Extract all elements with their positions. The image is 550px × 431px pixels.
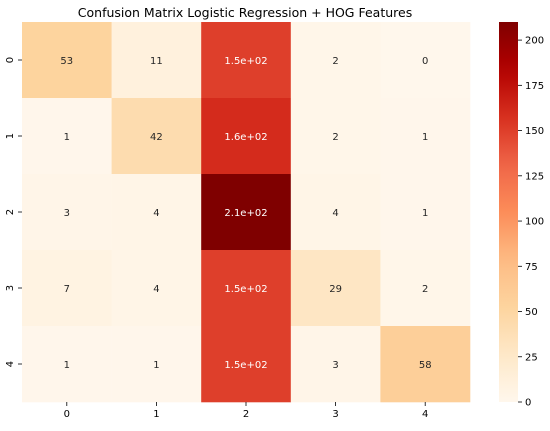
heatmap-cell: [111, 174, 202, 251]
heatmap-cell: [380, 22, 471, 99]
heatmap-cell: [380, 326, 471, 403]
cell-value-label: 1: [64, 360, 70, 371]
x-tick-label: 4: [422, 409, 428, 420]
heatmap-cell: [290, 98, 381, 175]
cell-value-label: 58: [419, 360, 432, 371]
chart-title: Confusion Matrix Logistic Regression + H…: [78, 5, 412, 20]
colorbar-tick-label: 75: [525, 262, 538, 273]
cell-value-label: 1: [64, 132, 70, 143]
colorbar-tick-label: 150: [525, 126, 544, 137]
heatmap-cell: [380, 174, 471, 251]
heatmap-cell: [380, 98, 471, 175]
heatmap-cell: [380, 250, 471, 327]
cell-value-label: 1.6e+02: [224, 132, 267, 143]
heatmap-cell: [111, 250, 202, 327]
y-tick-label: 0: [5, 57, 16, 63]
heatmap-cell: [22, 98, 112, 175]
colorbar-tick-label: 0: [525, 398, 531, 409]
y-tick-label: 1: [5, 133, 16, 139]
heatmap-cell: [201, 22, 292, 99]
heatmap-cell: [111, 326, 202, 403]
heatmap-cell: [290, 22, 381, 99]
colorbar: 0 25 50 75 100 125 150 175 200: [499, 22, 544, 409]
cell-value-label: 4: [153, 208, 159, 219]
y-tick-label: 2: [5, 209, 16, 215]
colorbar-tick-label: 125: [525, 171, 544, 182]
x-tick-label: 2: [243, 409, 249, 420]
x-tick-label: 3: [332, 409, 338, 420]
cell-value-label: 0: [422, 56, 428, 67]
heatmap-cell: [201, 98, 292, 175]
cell-value-label: 4: [332, 208, 338, 219]
heatmap-cell: [290, 174, 381, 251]
colorbar-tick-label: 25: [525, 352, 538, 363]
heatmap-cell: [22, 22, 112, 99]
heatmap-cell: [290, 250, 381, 327]
cell-value-label: 29: [329, 284, 342, 295]
cell-value-label: 11: [150, 56, 163, 67]
colorbar-tick-label: 175: [525, 81, 544, 92]
cell-value-label: 1: [422, 208, 428, 219]
cell-value-label: 1.5e+02: [224, 360, 267, 371]
cell-value-label: 1.5e+02: [224, 284, 267, 295]
y-tick-label: 4: [5, 361, 16, 367]
colorbar-tick-label: 50: [525, 307, 538, 318]
heatmap-cell: [111, 98, 202, 175]
heatmap-cell: [111, 22, 202, 99]
heatmap-cell: [201, 250, 292, 327]
heatmap-cell: [22, 326, 112, 403]
heatmap-cell: [201, 174, 292, 251]
cell-value-label: 2.1e+02: [224, 208, 267, 219]
cell-value-label: 2: [332, 56, 338, 67]
heatmap-cell: [201, 326, 292, 403]
cell-value-label: 2: [332, 132, 338, 143]
heatmap-cells: [22, 22, 471, 403]
cell-value-label: 53: [60, 56, 73, 67]
cell-value-label: 1: [153, 360, 159, 371]
cell-value-label: 3: [332, 360, 338, 371]
heatmap-cell: [290, 326, 381, 403]
cell-value-label: 7: [64, 284, 70, 295]
x-axis: 0 1 2 3 4: [64, 402, 428, 420]
heatmap-cell-labels: 53 11 1.5e+02 2 01 42 1.6e+02 2 13 4 2.1e+02 4 17 4 1.…: [60, 56, 431, 371]
heatmap-cell: [22, 250, 112, 327]
heatmap-cell: [22, 174, 112, 251]
colorbar-gradient: [499, 22, 518, 402]
x-tick-label: 1: [153, 409, 159, 420]
cell-value-label: 1: [422, 132, 428, 143]
cell-value-label: 2: [422, 284, 428, 295]
y-tick-label: 3: [5, 285, 16, 291]
cell-value-label: 1.5e+02: [224, 56, 267, 67]
cell-value-label: 4: [153, 284, 159, 295]
colorbar-tick-label: 100: [525, 217, 544, 228]
y-axis: 0 1 2 3 4: [5, 57, 22, 367]
colorbar-tick-label: 200: [525, 36, 544, 47]
cell-value-label: 42: [150, 132, 163, 143]
x-tick-label: 0: [64, 409, 70, 420]
cell-value-label: 3: [64, 208, 70, 219]
